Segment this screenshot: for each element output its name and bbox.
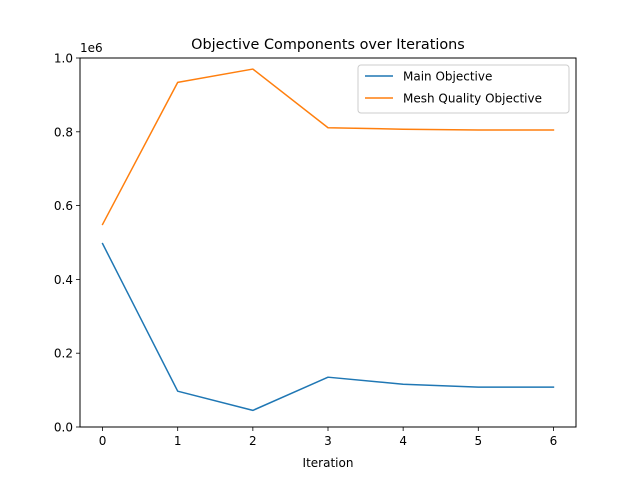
series-line-mesh-quality-objective <box>101 68 555 226</box>
y-tick-label: 1.0 <box>54 52 73 66</box>
x-axis-ticks: 0 1 2 3 4 5 6 <box>99 427 558 448</box>
y-axis-ticks: 0.0 0.2 0.4 0.6 0.8 1.0 <box>54 52 80 435</box>
y-tick-label: 0.6 <box>54 199 73 213</box>
x-tick-label: 0 <box>99 434 107 448</box>
x-tick-label: 1 <box>174 434 182 448</box>
chart-title: Objective Components over Iterations <box>191 37 465 53</box>
legend-box <box>357 64 570 114</box>
legend-label-mesh-quality-objective: Mesh Quality Objective <box>403 92 542 106</box>
y-offset-label: 1e6 <box>80 41 103 55</box>
x-tick-label: 2 <box>249 434 257 448</box>
legend: Main Objective Mesh Quality Objective <box>357 64 570 114</box>
x-tick-label: 6 <box>550 434 558 448</box>
y-tick-label: 0.2 <box>54 347 73 361</box>
y-tick-label: 0.0 <box>54 421 73 435</box>
series-line-main-objective <box>101 242 555 412</box>
x-axis-label: Iteration <box>303 456 354 470</box>
legend-label-main-objective: Main Objective <box>403 70 492 84</box>
x-tick-label: 3 <box>324 434 332 448</box>
x-tick-label: 4 <box>399 434 407 448</box>
series-layer <box>101 68 555 412</box>
y-tick-label: 0.8 <box>54 125 73 139</box>
x-tick-label: 5 <box>474 434 482 448</box>
y-tick-label: 0.4 <box>54 273 73 287</box>
